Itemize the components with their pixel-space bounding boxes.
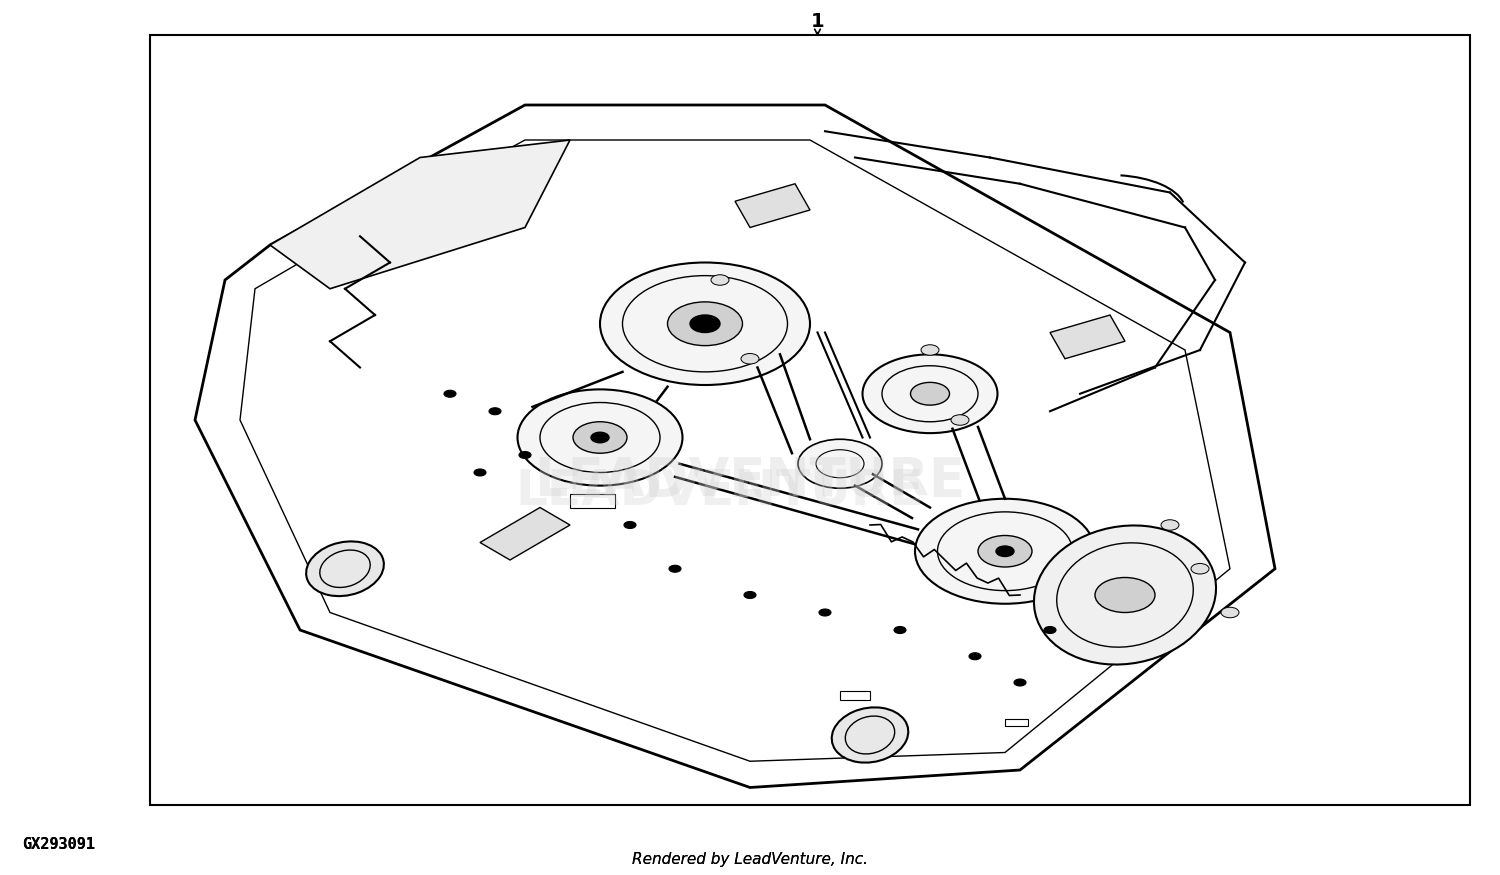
Circle shape	[1014, 679, 1026, 686]
Text: LEADVENTURE: LEADVENTURE	[516, 466, 924, 514]
Circle shape	[996, 546, 1014, 556]
Circle shape	[951, 415, 969, 425]
Ellipse shape	[1034, 526, 1217, 664]
Circle shape	[489, 408, 501, 415]
Circle shape	[573, 422, 627, 453]
Ellipse shape	[831, 707, 909, 763]
Circle shape	[798, 439, 882, 488]
Circle shape	[744, 592, 756, 598]
Text: Rendered by LeadVenture, Inc.: Rendered by LeadVenture, Inc.	[632, 851, 868, 867]
Circle shape	[862, 354, 998, 433]
Circle shape	[1191, 564, 1209, 574]
Circle shape	[894, 626, 906, 634]
Circle shape	[910, 382, 950, 405]
Text: GX293091: GX293091	[22, 836, 96, 852]
Bar	[570, 494, 615, 507]
Circle shape	[669, 565, 681, 572]
Circle shape	[711, 275, 729, 285]
Circle shape	[1221, 607, 1239, 618]
Circle shape	[668, 302, 742, 346]
Circle shape	[474, 469, 486, 476]
Circle shape	[915, 499, 1095, 604]
Bar	[1005, 719, 1028, 726]
Circle shape	[1044, 626, 1056, 634]
Circle shape	[741, 354, 759, 364]
Circle shape	[690, 315, 720, 332]
Text: LEADVENTURE: LEADVENTURE	[534, 455, 966, 507]
Bar	[840, 691, 870, 700]
Circle shape	[978, 536, 1032, 567]
Circle shape	[519, 452, 531, 458]
Text: Rendered by LeadVenture, Inc.: Rendered by LeadVenture, Inc.	[632, 851, 868, 867]
Circle shape	[518, 389, 682, 486]
Polygon shape	[195, 105, 1275, 788]
Bar	[150, 35, 1470, 805]
Text: 1: 1	[810, 12, 825, 32]
Circle shape	[444, 390, 456, 397]
Polygon shape	[480, 507, 570, 560]
Circle shape	[969, 653, 981, 660]
Polygon shape	[1050, 315, 1125, 359]
Circle shape	[819, 609, 831, 616]
Text: GX293091: GX293091	[22, 836, 96, 852]
Ellipse shape	[306, 542, 384, 596]
Circle shape	[1161, 520, 1179, 530]
Circle shape	[921, 345, 939, 355]
Polygon shape	[270, 140, 570, 289]
Circle shape	[624, 522, 636, 528]
Polygon shape	[735, 184, 810, 228]
Circle shape	[1095, 578, 1155, 612]
Circle shape	[591, 432, 609, 443]
Circle shape	[600, 262, 810, 385]
